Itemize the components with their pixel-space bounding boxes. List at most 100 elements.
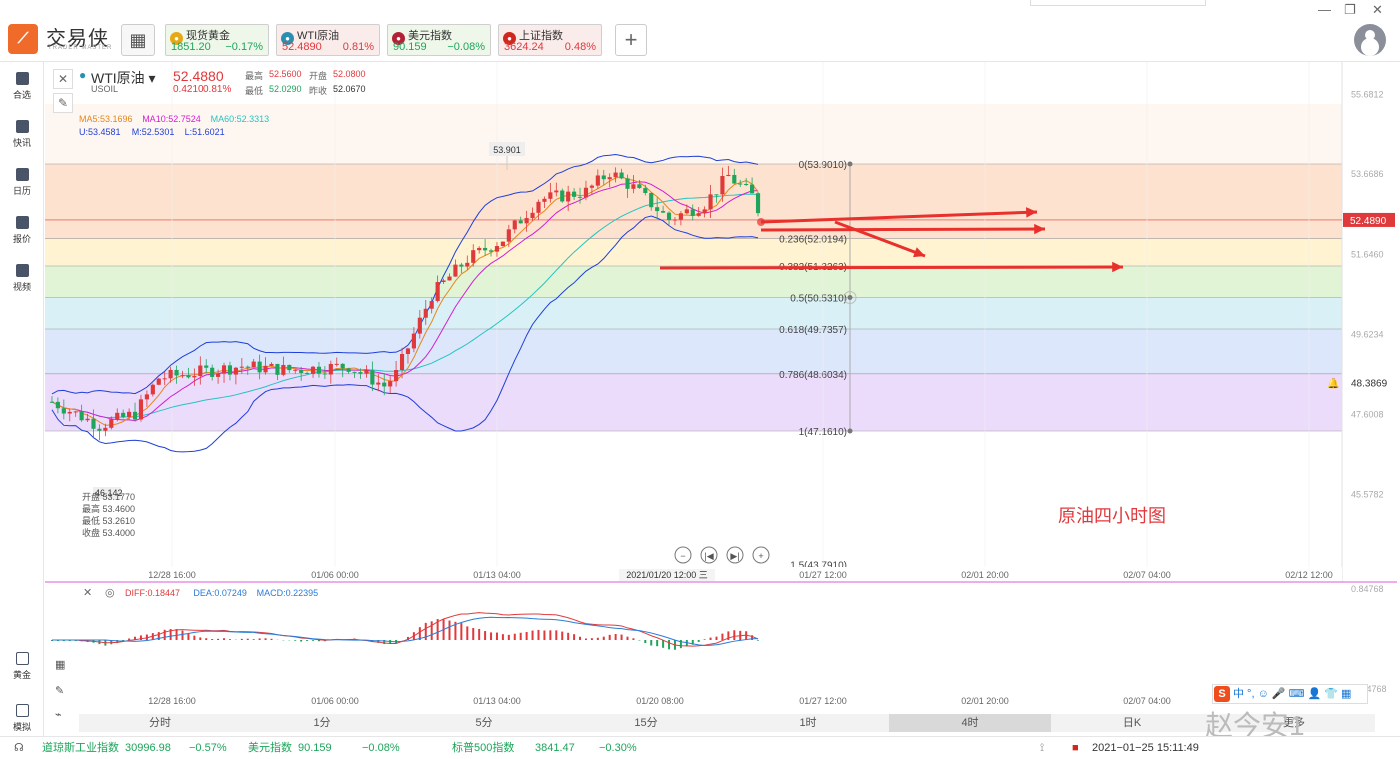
index-name: 标普500指数 [452, 737, 514, 759]
fib-band [45, 164, 1342, 239]
open-label: 开盘 [309, 69, 327, 82]
candle-body [174, 370, 178, 376]
macd-histogram-bar [193, 636, 195, 640]
candle-body [720, 176, 724, 194]
candle-body [477, 248, 481, 250]
minimize-icon[interactable]: — [1318, 2, 1331, 17]
macd-histogram-bar [650, 640, 652, 646]
macd-histogram-bar [140, 635, 142, 640]
candle-body [750, 185, 754, 194]
macd-histogram-bar [573, 634, 575, 640]
search-dropdown[interactable] [1030, 0, 1206, 6]
index-name: 道琼斯工业指数 [42, 737, 119, 759]
candle-body [62, 408, 66, 413]
candle-body [335, 364, 339, 365]
candle-body [649, 193, 653, 207]
sidebar-item[interactable]: 快讯 [0, 120, 44, 149]
macd-histogram-bar [603, 637, 605, 640]
candle-body [441, 280, 445, 282]
candle-body [311, 367, 315, 374]
tab-timeframe[interactable]: 5分 [403, 714, 565, 732]
candle-body [548, 192, 552, 198]
chart-area[interactable]: 0(53.9010)0.236(52.0194)0.382(51.3263)0.… [45, 62, 1397, 736]
sidebar-item-label: 日历 [13, 186, 31, 196]
candle-body [228, 365, 232, 374]
tab-timeframe[interactable]: 分时 [79, 714, 241, 732]
macd-histogram-bar [431, 621, 433, 640]
price-chart[interactable]: 0(53.9010)0.236(52.0194)0.382(51.3263)0.… [45, 62, 1397, 736]
candle-body [394, 370, 398, 381]
candle-body [697, 213, 701, 216]
candle-body [525, 218, 529, 223]
macd-time-tick: 01/27 12:00 [799, 696, 847, 706]
index-name: 美元指数 [248, 737, 292, 759]
candle-body [68, 412, 72, 414]
sidebar-item[interactable]: 模拟 [0, 704, 44, 733]
user-avatar[interactable] [1354, 24, 1386, 56]
sidebar-item[interactable]: 黄金 [0, 652, 44, 681]
close-chart-icon[interactable]: ✕ [53, 69, 73, 89]
ime-toolbar[interactable]: 中 °, ☺ 🎤 ⌨ 👤 👕 ▦ [1212, 684, 1368, 704]
candle-body [519, 221, 523, 224]
candle-body [198, 366, 202, 377]
headset-icon[interactable]: ☊ [14, 737, 24, 759]
macd-histogram-bar [241, 639, 243, 640]
ma-legend: MA5:53.1696 [79, 114, 133, 124]
tab-timeframe[interactable]: 15分 [565, 714, 727, 732]
macd-histogram-bar [496, 633, 498, 640]
sidebar-item[interactable]: 视频 [0, 264, 44, 293]
candle-body [507, 229, 511, 241]
tab-timeframe[interactable]: 1时 [727, 714, 889, 732]
close-window-icon[interactable]: ✕ [1372, 2, 1383, 18]
price-tick: 45.5782 [1351, 490, 1384, 500]
candle-body [341, 364, 345, 369]
candle-body [234, 368, 238, 375]
candle-body [246, 367, 250, 368]
macd-histogram-bar [757, 640, 759, 641]
candle-body [376, 383, 380, 385]
candle-body [560, 191, 564, 202]
ma-legend: MA10:52.7524 [142, 114, 201, 124]
candle-body [222, 365, 226, 373]
candle-body [74, 411, 78, 412]
candle-body [258, 362, 262, 373]
price-tick: 53.6686 [1351, 169, 1384, 179]
sidebar-item[interactable]: 日历 [0, 168, 44, 197]
candle-body [412, 334, 416, 349]
layout-grid-button[interactable]: ▦ [121, 24, 155, 56]
fib-band [45, 374, 1342, 431]
sidebar-item[interactable]: 合选 [0, 72, 44, 101]
draw-tool-icon[interactable]: ✎ [53, 93, 73, 113]
tab-timeframe[interactable]: 日K [1051, 714, 1213, 732]
index-change: −0.57% [189, 737, 227, 759]
macd-histogram-bar [538, 630, 540, 640]
macd-legend: MACD:0.22395 [257, 588, 319, 598]
candle-body [756, 193, 760, 213]
candle-body [352, 372, 356, 373]
high-label: 最高 [245, 69, 263, 82]
candle-body [382, 383, 386, 387]
add-ticker-button[interactable]: + [615, 24, 647, 56]
candle-body [566, 192, 570, 202]
candle-body [430, 301, 434, 309]
macd-histogram-bar [306, 640, 308, 641]
candle-body [169, 370, 173, 378]
macd-histogram-bar [217, 639, 219, 640]
macd-histogram-bar [294, 640, 296, 641]
candle-body [513, 221, 517, 230]
time-tick: 02/01 20:00 [961, 570, 1009, 580]
macd-histogram-bar [514, 634, 516, 640]
restore-icon[interactable]: ❐ [1344, 2, 1356, 18]
candle-body [186, 375, 190, 377]
tab-timeframe[interactable]: 4时 [889, 714, 1051, 732]
alert-price-label: 48.3869 [1351, 378, 1388, 389]
sidebar-item[interactable]: 报价 [0, 216, 44, 245]
candle-body [293, 370, 297, 371]
tab-timeframe[interactable]: 1分 [241, 714, 403, 732]
candle-body [91, 419, 95, 429]
